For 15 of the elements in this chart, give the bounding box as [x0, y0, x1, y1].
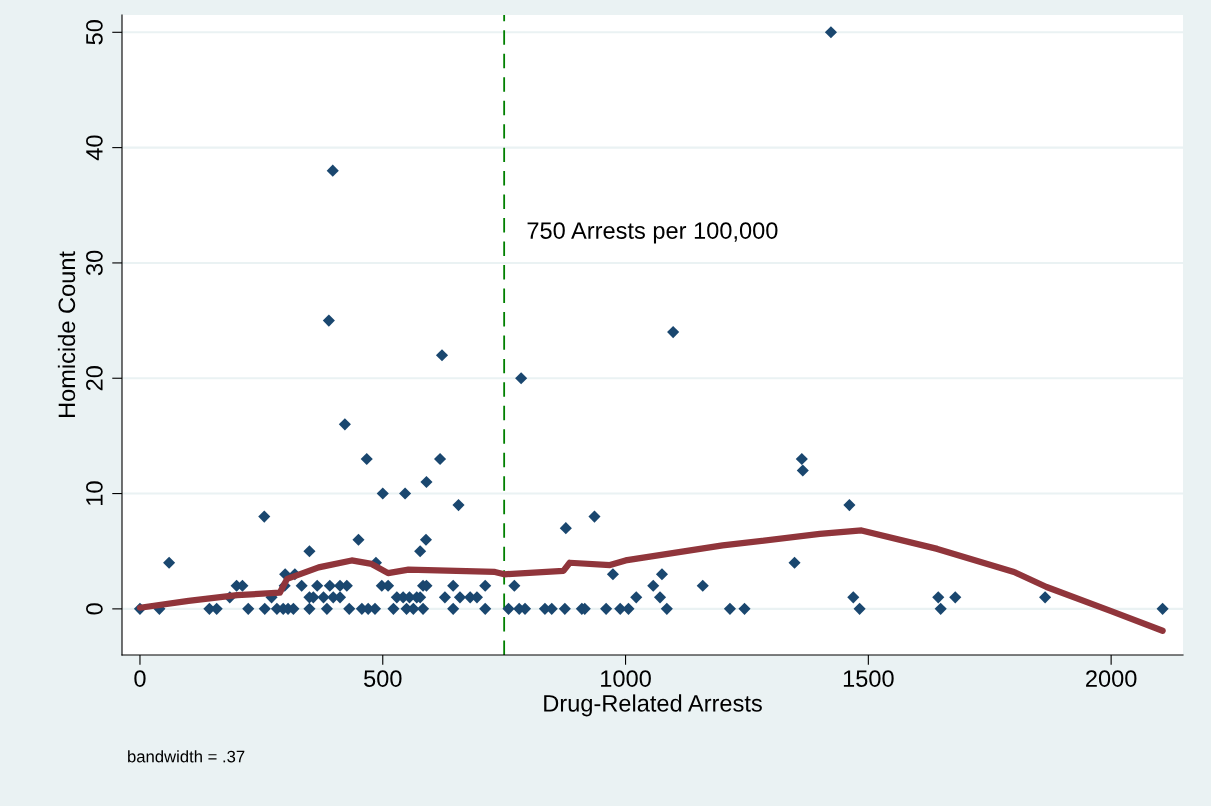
ref-line-label: 750 Arrests per 100,000 [527, 222, 778, 244]
y-tick-label: 50 [86, 20, 103, 45]
y-tick-label: 10 [86, 481, 103, 505]
x-tick-label: 2000 [1086, 670, 1137, 687]
x-axis-title: Drug-Related Arrests [544, 694, 762, 717]
y-axis-title: Homicide Count [57, 251, 76, 418]
y-tick-label: 30 [86, 250, 103, 276]
y-tick-label: 0 [86, 603, 103, 615]
x-tick-label: 0 [134, 670, 146, 687]
text: bandwidth = .37 [128, 750, 245, 763]
x-tick-label: 1500 [843, 670, 894, 687]
y-tick-label: 40 [86, 135, 103, 161]
x-tick-label: 1000 [601, 670, 651, 687]
y-tick-label: 20 [86, 366, 103, 391]
x-tick-label: 500 [364, 670, 402, 687]
